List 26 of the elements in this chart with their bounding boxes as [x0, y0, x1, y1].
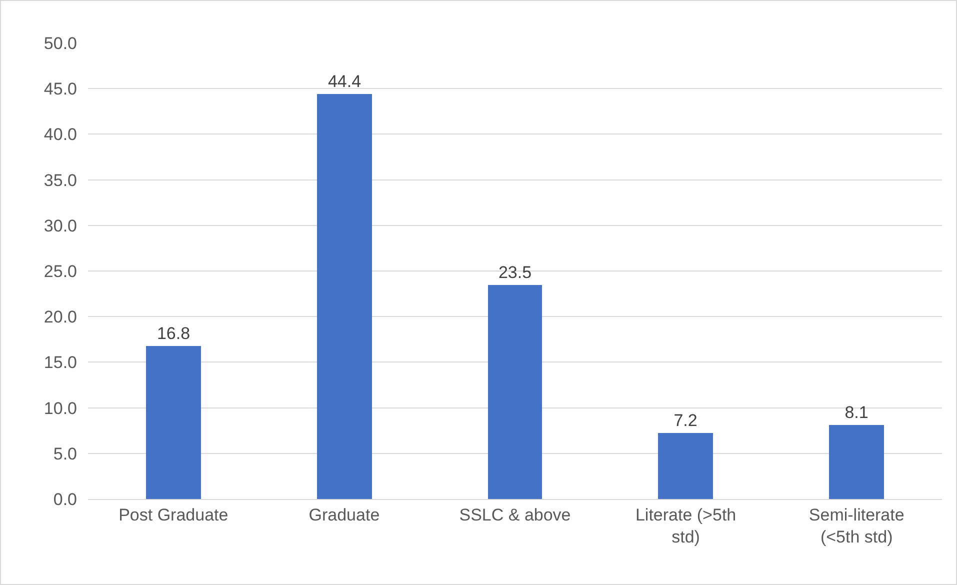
y-tick-label: 40.0	[44, 125, 77, 144]
x-tick-label: SSLC & above	[459, 505, 571, 524]
y-tick-label: 50.0	[44, 34, 77, 53]
data-label: 44.4	[328, 72, 362, 91]
bar	[658, 433, 713, 499]
data-label: 8.1	[844, 403, 868, 422]
y-tick-label: 0.0	[53, 490, 77, 509]
y-tick-label: 45.0	[44, 80, 77, 99]
bar	[146, 346, 201, 499]
y-tick-label: 35.0	[44, 170, 77, 190]
y-tick-label: 25.0	[44, 262, 77, 281]
x-tick-label: Semi-literate (<5th std)	[808, 505, 904, 546]
y-tick-label: 20.0	[44, 308, 77, 327]
y-tick-label: 5.0	[53, 444, 77, 464]
data-label: 7.2	[674, 411, 698, 430]
y-tick-label: 30.0	[44, 216, 77, 236]
y-tick-label: 15.0	[44, 353, 77, 372]
bar	[829, 425, 884, 499]
data-label: 16.8	[156, 324, 190, 343]
bar	[488, 285, 542, 499]
x-tick-label: Graduate	[308, 505, 380, 524]
x-tick-label: Literate (>5th std)	[635, 505, 736, 546]
data-label: 23.5	[498, 263, 532, 282]
bar	[317, 94, 372, 499]
y-tick-label: 10.0	[44, 398, 77, 418]
x-tick-label: Post Graduate	[118, 505, 228, 524]
